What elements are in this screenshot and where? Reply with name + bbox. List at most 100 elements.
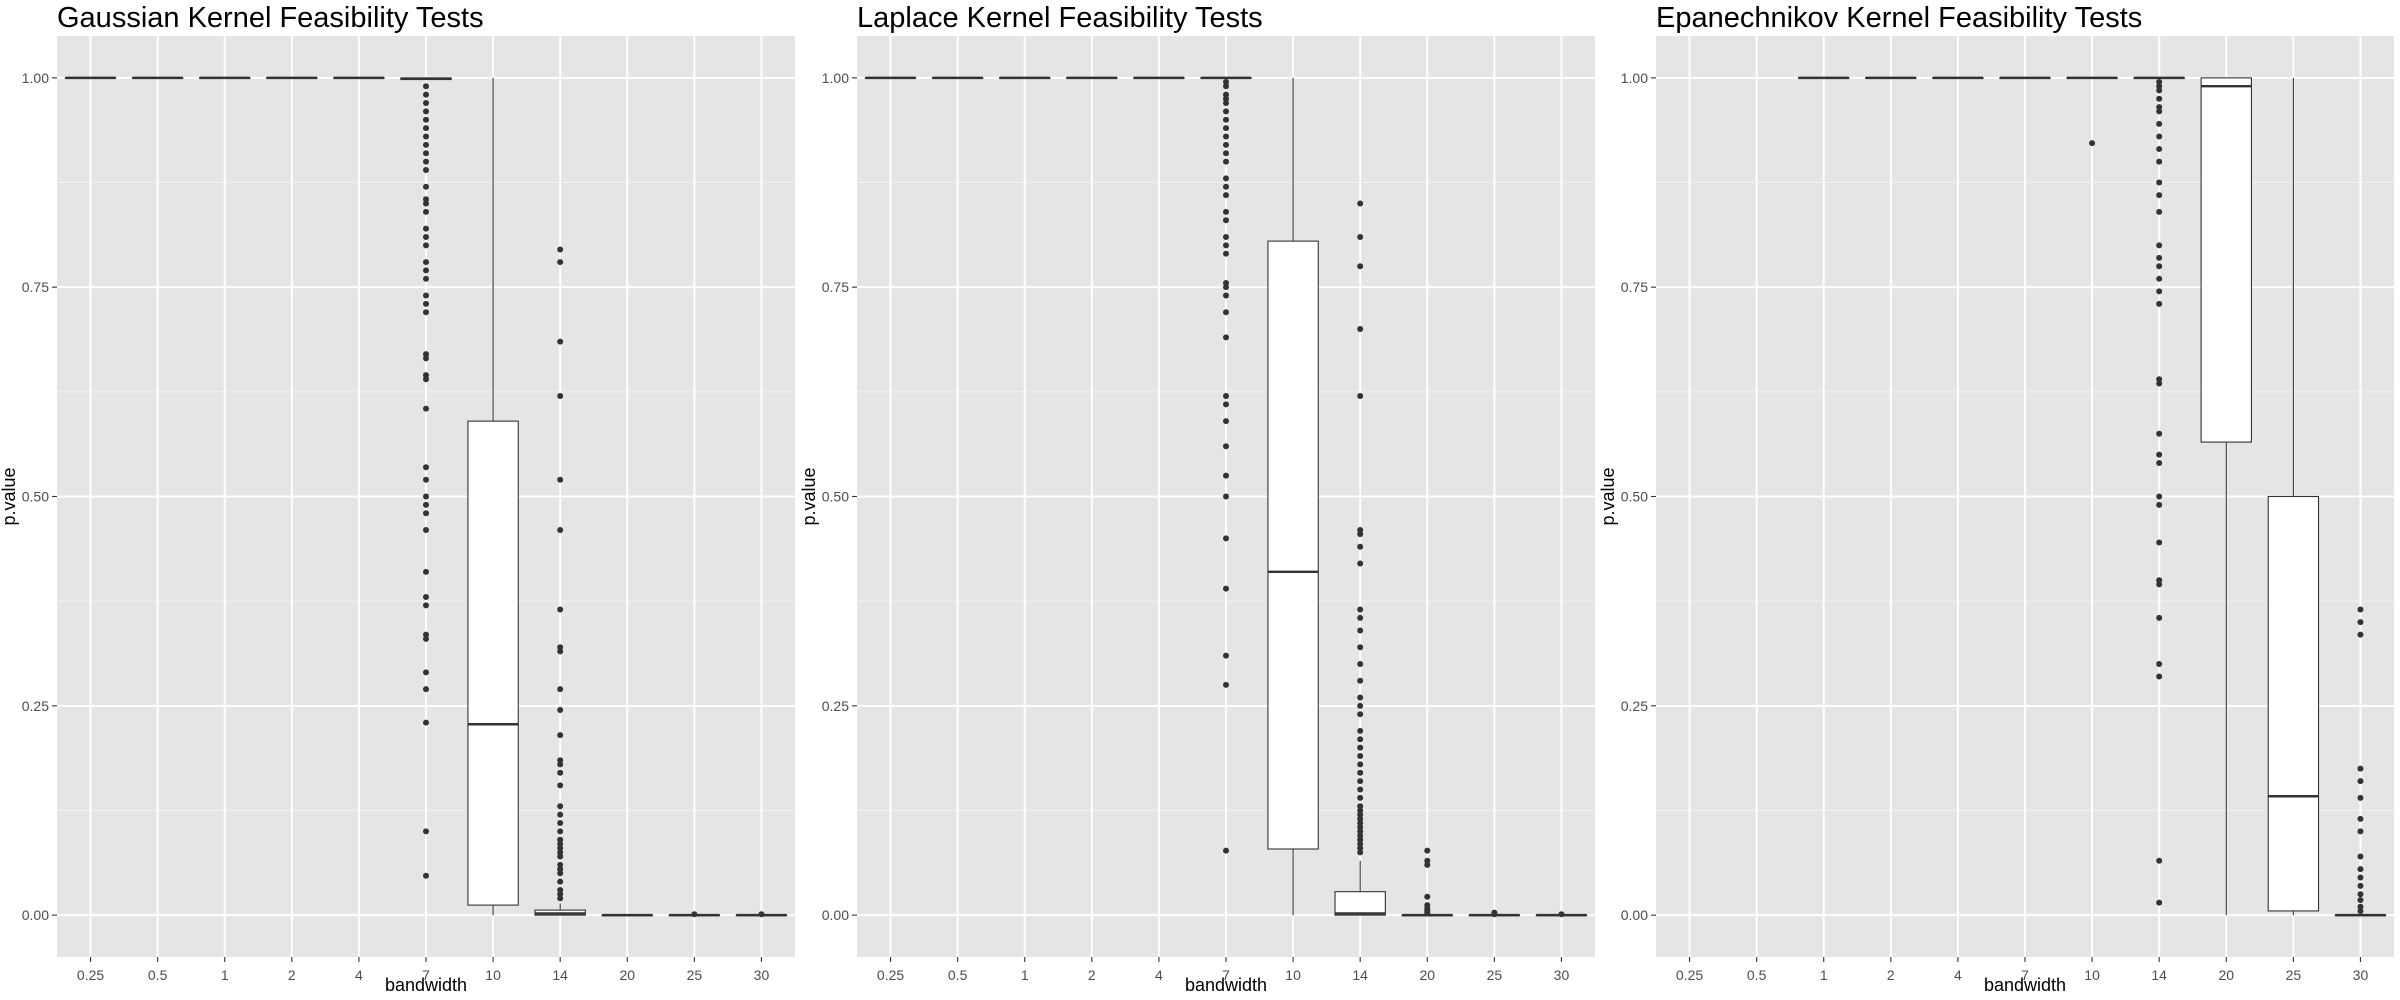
outlier-point (1223, 141, 1229, 148)
y-tick-label: 0.25 (822, 698, 849, 714)
x-tick-label: 4 (1155, 967, 1163, 983)
box-iqr (2200, 77, 2252, 443)
outlier-point (2156, 614, 2163, 621)
outlier-point (1357, 761, 1364, 768)
outlier-point (1357, 526, 1364, 533)
outlier-point (557, 526, 564, 533)
outlier-point (2156, 288, 2163, 295)
x-tick-label: 25 (687, 967, 703, 983)
box-7 (1999, 76, 2051, 80)
x-tick-label: 7 (2021, 967, 2029, 983)
box-7 (400, 77, 452, 879)
box-0.25 (864, 76, 917, 80)
outlier-point (2357, 631, 2364, 638)
x-tick-label: 14 (552, 967, 568, 983)
outlier-point (1357, 644, 1364, 651)
outlier-point (1357, 326, 1364, 333)
outlier-point (557, 732, 564, 739)
outlier-point (1223, 418, 1229, 425)
outlier-point (423, 166, 429, 173)
y-tick-label: 0.00 (1621, 907, 1648, 923)
y-axis-label: p.value (1598, 467, 1618, 525)
box-30 (2334, 606, 2387, 917)
outlier-point (2357, 907, 2364, 914)
x-tick-label: 0.5 (1747, 967, 1767, 983)
outlier-point (2156, 660, 2163, 667)
outlier-point (557, 246, 564, 253)
x-tick-label: 10 (1285, 967, 1301, 983)
outlier-point (2357, 778, 2364, 785)
box-25 (2267, 77, 2320, 916)
outlier-point (1357, 807, 1364, 814)
outlier-point (423, 309, 429, 316)
outlier-point (1357, 786, 1364, 793)
outlier-point (423, 376, 429, 383)
outlier-point (557, 845, 564, 852)
outlier-point (423, 872, 429, 879)
box-iqr (467, 420, 519, 906)
outlier-point (1357, 840, 1364, 847)
chart-title: Epanechnikov Kernel Feasibility Tests (1656, 2, 2142, 34)
outlier-point (557, 782, 564, 789)
outlier-point (1223, 116, 1229, 123)
outlier-point (2357, 897, 2364, 904)
outlier-point (2156, 108, 2163, 115)
outlier-point (2156, 87, 2163, 94)
x-tick-label: 2 (288, 967, 296, 983)
outlier-point (1357, 769, 1364, 776)
outlier-point (423, 83, 429, 90)
outlier-point (2156, 673, 2163, 680)
outlier-point (2357, 874, 2364, 881)
y-tick-label: 0.00 (22, 907, 49, 923)
x-tick-label: 25 (1487, 967, 1503, 983)
x-tick-label: 1 (221, 967, 229, 983)
outlier-point (2357, 866, 2364, 873)
outlier-point (557, 836, 564, 843)
outlier-point (1357, 660, 1364, 667)
box-2 (266, 76, 318, 80)
outlier-point (557, 644, 564, 651)
box-iqr (1334, 891, 1386, 916)
outlier-point (1223, 242, 1229, 249)
outlier-point (423, 501, 429, 508)
outlier-point (1223, 133, 1229, 140)
outlier-point (2357, 815, 2364, 822)
outlier-point (423, 150, 429, 157)
x-tick-label: 0.5 (148, 967, 168, 983)
outlier-point (1223, 99, 1229, 106)
outlier-point (1357, 677, 1364, 684)
outlier-point (423, 158, 429, 165)
x-tick-label: 10 (485, 967, 501, 983)
outlier-point (1223, 108, 1229, 115)
outlier-point (1223, 217, 1229, 224)
x-tick-label: 30 (1554, 967, 1570, 983)
box-25 (668, 911, 721, 918)
outlier-point (423, 300, 429, 307)
outlier-point (1357, 836, 1364, 843)
chart-title: Gaussian Kernel Feasibility Tests (57, 2, 484, 34)
outlier-point (423, 493, 429, 500)
outlier-point (1357, 702, 1364, 709)
outlier-point (1223, 175, 1229, 182)
outlier-point (423, 116, 429, 123)
box-4 (1932, 76, 1984, 80)
outlier-point (423, 208, 429, 215)
outlier-point (2156, 451, 2163, 458)
outlier-point (423, 267, 429, 274)
outlier-point (423, 372, 429, 379)
x-tick-label: 20 (619, 967, 635, 983)
outlier-point (1357, 606, 1364, 613)
outlier-point (423, 259, 429, 266)
outlier-point (2357, 882, 2364, 889)
outlier-point (1223, 192, 1229, 199)
outlier-point (423, 355, 429, 362)
outlier-point (423, 275, 429, 282)
outlier-point (557, 769, 564, 776)
outlier-point (1223, 279, 1229, 286)
outlier-point (1223, 309, 1229, 316)
outlier-point (1424, 847, 1431, 854)
outlier-point (1357, 794, 1364, 801)
x-tick-label: 10 (2084, 967, 2100, 983)
outlier-point (1223, 292, 1229, 299)
outlier-point (557, 853, 564, 860)
